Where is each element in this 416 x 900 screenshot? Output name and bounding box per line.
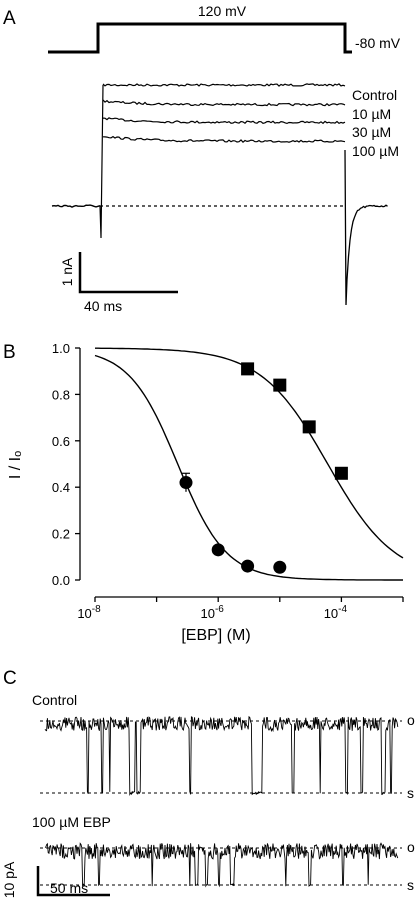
panel-b: B 0.0 0.2 0.4 0.6 0.8 1.0 10-8 10-6 10-4 [EBP] (…	[3, 341, 404, 644]
panel-c-letter: C	[3, 668, 17, 689]
scale-bar-c	[36, 866, 110, 897]
chart-axes: 0.0 0.2 0.4 0.6 0.8 1.0 10-8 10-6 10-4	[52, 341, 404, 621]
x-tick-label: 10-8	[77, 604, 101, 621]
open-label-1: o	[407, 712, 415, 728]
open-label-2: o	[407, 839, 415, 855]
x-axis-title: [EBP] (M)	[181, 627, 250, 644]
y-tick-label: 0.2	[52, 527, 70, 542]
scale-bar-c-y-label: 10 pA	[1, 861, 17, 898]
y-tick-label: 0.6	[52, 434, 70, 449]
x-tick-label: 10-6	[201, 604, 225, 621]
current-traces	[51, 83, 388, 306]
fit-curve-circle	[94, 354, 403, 581]
trace-control	[102, 83, 346, 87]
protocol-step-label: 120 mV	[198, 3, 247, 19]
scale-bar-a	[78, 252, 178, 294]
data-point-circle	[211, 543, 225, 557]
baseline-pre	[51, 204, 101, 208]
data-point-circle	[179, 476, 193, 490]
voltage-protocol	[48, 22, 352, 54]
panel-c: C Control o s 100 µM EBP o s 10 pA	[1, 668, 415, 898]
trace-label-30um: 30 µM	[352, 124, 391, 140]
y-tick-label: 0.8	[52, 387, 70, 402]
x-tick-label: 10-4	[324, 604, 348, 621]
onset-transient	[99, 84, 104, 239]
data-point-circle	[241, 559, 255, 573]
y-tick-label: 0.4	[52, 480, 70, 495]
protocol-hold-label: -80 mV	[355, 35, 401, 51]
trace-label-control: Control	[352, 87, 397, 103]
data-point-square	[334, 466, 348, 480]
trace-100um	[102, 135, 346, 144]
data-point-square	[273, 378, 287, 392]
shut-label-1: s	[407, 785, 414, 801]
single-channel-trace-control	[44, 715, 399, 796]
fit-curves	[94, 347, 404, 581]
data-point-square	[241, 362, 255, 376]
scale-bar-a-x-label: 40 ms	[84, 298, 122, 314]
data-point-circle	[273, 560, 287, 574]
scale-bar-c-x-label: 50 ms	[50, 880, 89, 896]
data-point-square	[302, 420, 316, 434]
trace-c2-label: 100 µM EBP	[32, 814, 111, 830]
single-channel-trace-ebp	[44, 842, 399, 888]
trace-10um	[102, 99, 346, 107]
trace-30um	[102, 117, 346, 125]
tail-current	[344, 149, 388, 306]
trace-label-100um: 100 µM	[352, 143, 399, 159]
panel-a: A 120 mV -80 mV Control 10 µM 30 µM 100 …	[3, 3, 401, 314]
panel-b-letter: B	[3, 342, 16, 363]
y-tick-label: 1.0	[52, 341, 70, 356]
trace-label-10um: 10 µM	[352, 106, 391, 122]
scale-bar-a-y-label: 1 nA	[59, 257, 75, 286]
data-points	[179, 362, 348, 574]
panel-a-letter: A	[3, 8, 16, 29]
shut-label-2: s	[407, 877, 414, 893]
y-tick-label: 0.0	[52, 573, 70, 588]
fit-curve-square	[95, 347, 404, 559]
trace-c1-label: Control	[32, 692, 77, 708]
y-axis-title: I / Iₒ	[7, 451, 24, 479]
